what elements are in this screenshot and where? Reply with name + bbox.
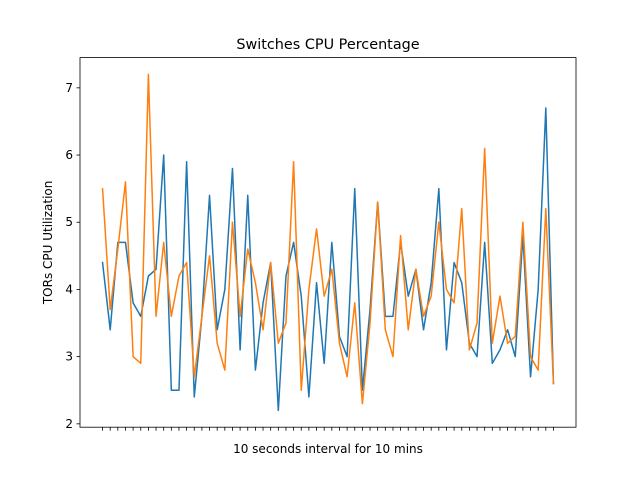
y-tick-label: 6 — [65, 148, 73, 162]
plot-frame — [79, 57, 577, 428]
x-axis-ticks — [102, 427, 554, 431]
series-line-2 — [101, 73, 555, 405]
y-tick-label: 3 — [65, 350, 73, 364]
series-layer — [101, 73, 555, 412]
y-tick-label: 2 — [65, 417, 73, 431]
y-tick-label: 7 — [65, 81, 73, 95]
y-axis-label: TORs CPU Utilization — [41, 181, 55, 306]
series-line-1 — [101, 107, 555, 412]
chart-title: Switches CPU Percentage — [236, 37, 419, 53]
y-tick-label: 4 — [65, 282, 73, 296]
y-axis-ticks: 2 3 4 5 6 7 — [65, 81, 80, 431]
y-tick-label: 5 — [65, 215, 73, 229]
x-axis-label: 10 seconds interval for 10 mins — [233, 442, 423, 456]
